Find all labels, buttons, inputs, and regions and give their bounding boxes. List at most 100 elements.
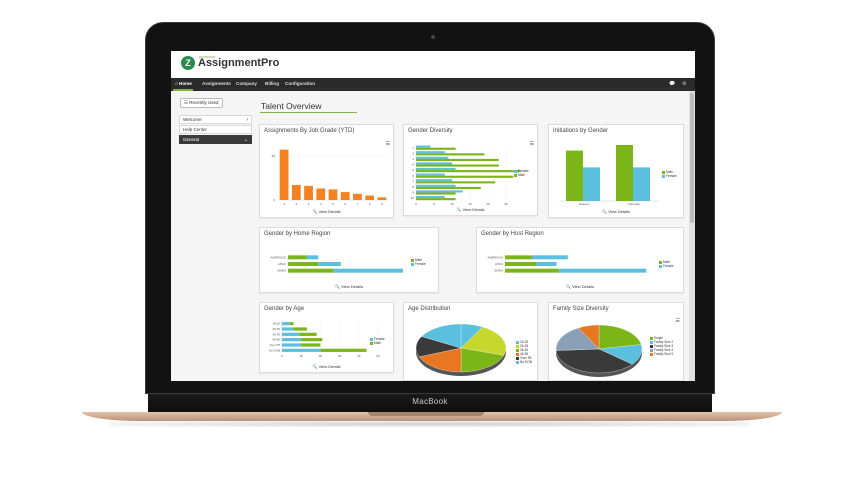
age-distribution-chart bbox=[415, 323, 507, 376]
bar bbox=[505, 268, 559, 273]
app-logo[interactable]: AssignmentPro bbox=[198, 57, 280, 69]
x-tick-label: 25 bbox=[504, 202, 508, 206]
legend-item-male: Male bbox=[659, 260, 674, 264]
card-title: Assignments By Job Grade (YTD) bbox=[264, 128, 355, 134]
card-title: Initiations by Gender bbox=[553, 128, 609, 134]
legend-swatch bbox=[516, 356, 519, 360]
bar bbox=[416, 162, 452, 165]
y-tick-label: 26-35 bbox=[272, 327, 280, 331]
legend-swatch bbox=[516, 344, 519, 348]
bar bbox=[416, 156, 449, 159]
sidebar-item-general[interactable]: General ⌄ bbox=[179, 135, 252, 144]
pie-slice bbox=[418, 347, 462, 373]
bar bbox=[416, 167, 456, 171]
sidebar-item-welcome[interactable]: Welcome › bbox=[179, 115, 252, 124]
bar bbox=[505, 255, 532, 260]
y-tick-label: No DOB bbox=[269, 348, 280, 352]
chat-icon[interactable]: 💬 bbox=[669, 81, 676, 87]
legend-item-male: Male bbox=[514, 173, 529, 177]
job-grade-chart: 50 0 1 2 3 4 5 6 7 8 9 bbox=[272, 149, 388, 206]
view-details-link[interactable]: 🔍 View Details bbox=[456, 207, 485, 212]
legend-item: Family Size 4 bbox=[650, 348, 673, 352]
view-details-link[interactable]: 🔍 View Details bbox=[601, 209, 631, 214]
y-tick-label: APAC bbox=[495, 262, 504, 266]
view-details-link[interactable]: 🔍 View Details bbox=[334, 284, 364, 289]
bar bbox=[282, 348, 321, 352]
legend-label: Single bbox=[654, 336, 663, 340]
y-tick-label: 8 bbox=[412, 185, 414, 189]
chevron-down-icon: ⌄ bbox=[243, 137, 248, 143]
bar bbox=[536, 262, 557, 266]
nav-company[interactable]: Company bbox=[236, 81, 257, 86]
y-tick-label: AMERICAS bbox=[270, 255, 286, 259]
view-details-link[interactable]: 🔍 View Details bbox=[312, 364, 341, 369]
bar bbox=[301, 343, 321, 347]
legend-swatch bbox=[516, 340, 519, 344]
pie-slice bbox=[555, 327, 600, 351]
hamburger-icon[interactable]: ☰ bbox=[529, 141, 534, 147]
chart-legend: Male Female bbox=[659, 260, 674, 268]
brand-bar: Z proactive AssignmentPro bbox=[171, 51, 695, 78]
bar bbox=[633, 167, 650, 201]
pie-slice bbox=[578, 324, 600, 350]
recently-used-button[interactable]: ☰ Recently Used bbox=[180, 98, 223, 108]
bar bbox=[340, 192, 350, 200]
card-title: Gender by Host Region bbox=[481, 231, 544, 237]
y-tick-label: EMEA bbox=[494, 269, 503, 273]
laptop-base bbox=[82, 412, 782, 421]
bar bbox=[416, 195, 445, 199]
chart-legend: Single Family Size 2 Family Size 3 Family S… bbox=[650, 336, 673, 356]
legend-swatch bbox=[650, 352, 653, 356]
bar bbox=[416, 170, 521, 173]
bar bbox=[293, 327, 307, 331]
x-tick-label: 1 bbox=[283, 202, 285, 206]
scrollbar-thumb[interactable] bbox=[690, 93, 694, 223]
view-details-link[interactable]: 🔍 View Details bbox=[565, 284, 595, 289]
bar bbox=[328, 189, 338, 200]
bar bbox=[416, 145, 431, 148]
nav-active-indicator bbox=[173, 89, 193, 91]
view-details-link[interactable]: 🔍 View Details bbox=[312, 209, 341, 214]
bar bbox=[531, 255, 568, 260]
scrollbar-track[interactable] bbox=[689, 91, 695, 381]
bar bbox=[304, 185, 313, 200]
hamburger-icon[interactable]: ☰ bbox=[675, 318, 680, 324]
nav-billing[interactable]: Billing bbox=[265, 81, 280, 86]
bar bbox=[416, 158, 499, 162]
home-region-chart: AMERICAS APAC EMEA bbox=[270, 254, 404, 274]
sidebar-item-help-center[interactable]: Help Center bbox=[179, 125, 252, 134]
x-tick-label: 20 bbox=[319, 354, 323, 358]
nav-assignments[interactable]: Assignments bbox=[202, 81, 231, 86]
bar bbox=[299, 332, 317, 336]
bar bbox=[416, 179, 452, 182]
logo-icon: Z bbox=[181, 56, 195, 70]
y-tick-label: 6 bbox=[412, 174, 414, 178]
chevron-right-icon: › bbox=[246, 117, 248, 123]
legend-label: Family Size 4 bbox=[654, 348, 674, 352]
gear-icon[interactable]: ⚙ bbox=[682, 81, 687, 87]
y-tick-label: 50 bbox=[272, 154, 276, 158]
y-tick-label: 0 bbox=[273, 198, 275, 202]
nav-home[interactable]: ⌂ Home bbox=[175, 81, 192, 86]
bar bbox=[416, 184, 456, 187]
y-tick-label: Over 55 bbox=[269, 343, 280, 347]
chart-legend: Female Male bbox=[514, 169, 529, 177]
y-tick-label: 36-45 bbox=[272, 332, 280, 336]
device-label: MacBook bbox=[412, 397, 448, 406]
pie-slice bbox=[421, 323, 462, 349]
bar bbox=[365, 195, 375, 200]
bar bbox=[416, 175, 514, 178]
legend-item-male: Male bbox=[662, 170, 677, 174]
bar bbox=[416, 151, 445, 154]
card-title: Family Size Diversity bbox=[553, 306, 609, 312]
bar bbox=[616, 145, 633, 201]
hamburger-icon[interactable]: ☰ bbox=[385, 141, 390, 147]
legend-swatch bbox=[516, 348, 519, 352]
laptop-notch bbox=[368, 412, 484, 416]
app-screen: Z proactive AssignmentPro ⌂ Home Assignm… bbox=[171, 51, 695, 381]
y-tick-label: AMERICAS bbox=[487, 255, 503, 259]
nav-configuration[interactable]: Configuration bbox=[285, 81, 316, 86]
bar bbox=[416, 164, 499, 167]
